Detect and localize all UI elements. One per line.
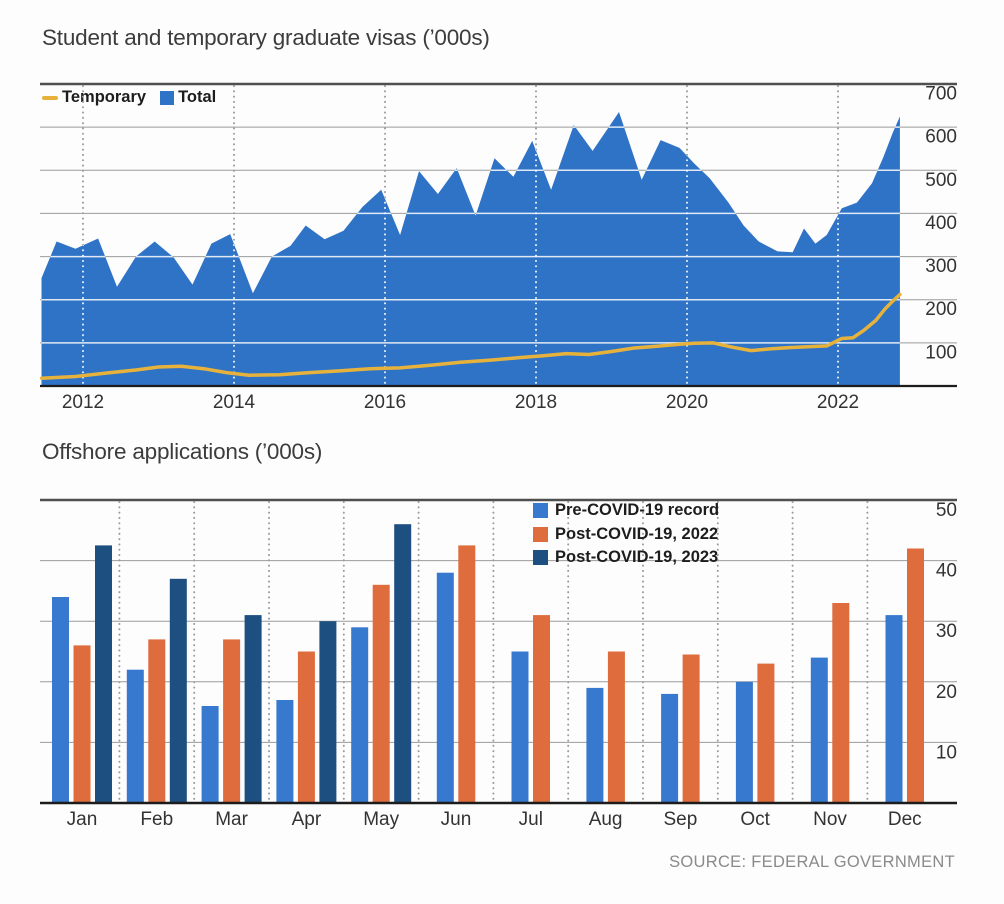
x-tick-label: 2014	[213, 392, 256, 413]
y-tick-label: 20	[936, 682, 957, 703]
visas-area-chart-canvas: 700 600 500 400 300 200 100 2012 2014 2016 2018 202…	[40, 82, 957, 413]
legend-item-precovid: Pre-COVID-19 record	[533, 501, 719, 520]
bar-dec	[885, 615, 903, 803]
bar-apr	[276, 700, 294, 803]
y-tick-label: 200	[925, 299, 957, 320]
y-tick-label: 30	[936, 621, 957, 642]
bar-jul	[533, 615, 550, 803]
temporary-line	[40, 292, 902, 380]
bar-mar	[244, 615, 262, 803]
bar-feb	[169, 578, 187, 803]
bottom-legend-swatch-1	[533, 526, 548, 542]
x-tick-label: 2016	[364, 392, 406, 413]
x-tick-label: 2022	[817, 392, 859, 413]
bottom-chart-legend: Pre-COVID-19 record Post-COVID-19, 2022 …	[533, 501, 719, 567]
x-tick-label: Jan	[67, 809, 98, 830]
x-tick-label: Aug	[589, 809, 623, 830]
x-tick-label: Jun	[441, 809, 472, 830]
bar-feb	[148, 639, 166, 803]
bar-may	[394, 524, 412, 803]
y-tick-label: 500	[925, 170, 957, 191]
bar-may	[372, 584, 390, 803]
x-tick-label: Sep	[663, 809, 697, 830]
bar-feb	[126, 669, 144, 803]
bar-jan	[95, 545, 112, 803]
bar-oct	[735, 681, 753, 803]
bar-apr	[297, 651, 315, 803]
legend-item-postcovid-2023: Post-COVID-19, 2023	[533, 548, 719, 567]
y-tick-label: 300	[925, 256, 957, 277]
y-tick-label: 100	[925, 342, 957, 363]
bar-jun	[458, 545, 476, 803]
y-tick-label: 10	[936, 742, 957, 763]
top-chart-legend: Temporary Total	[42, 88, 216, 107]
bar-dec	[907, 548, 924, 803]
legend-label-total: Total	[178, 88, 217, 106]
bar-jul	[511, 651, 529, 803]
bottom-legend-swatch-0	[533, 503, 548, 518]
x-tick-label: 2018	[515, 392, 557, 413]
total-swatch	[160, 90, 175, 105]
y-tick-label: 40	[936, 561, 957, 582]
bar-sep	[682, 654, 700, 803]
x-tick-label: Oct	[740, 809, 770, 830]
bar-jan	[73, 645, 91, 803]
legend-label-postcovid-2023: Post-COVID-19, 2023	[555, 548, 719, 566]
bar-apr	[319, 621, 337, 803]
bar-jun	[436, 572, 454, 803]
legend-label-postcovid-2022: Post-COVID-19, 2022	[555, 524, 719, 543]
legend-label-precovid: Pre-COVID-19 record	[555, 501, 720, 519]
bar-aug	[607, 651, 625, 803]
bar-mar	[223, 639, 241, 803]
bar-aug	[586, 687, 604, 803]
x-tick-label: Mar	[215, 809, 248, 830]
x-tick-label: Feb	[140, 809, 173, 830]
x-tick-label: 2012	[62, 392, 104, 413]
bar-jan	[52, 597, 69, 803]
bottom-legend-swatch-2	[533, 550, 548, 565]
top-chart-title: Student and temporary graduate visas (’0…	[42, 25, 490, 50]
source-caption: SOURCE: FEDERAL GOVERNMENT	[669, 853, 955, 871]
x-tick-label: Dec	[888, 809, 922, 830]
bar-nov	[832, 603, 850, 803]
bottom-chart-title: Offshore applications (’000s)	[42, 439, 323, 464]
y-tick-label: 400	[925, 213, 957, 234]
y-tick-label: 50	[936, 500, 957, 521]
bar-may	[351, 627, 369, 803]
bar-oct	[757, 663, 775, 803]
x-tick-label: Apr	[292, 809, 322, 830]
x-tick-label: Jul	[519, 809, 543, 830]
bar-nov	[810, 657, 828, 803]
x-tick-label: 2020	[666, 392, 708, 413]
temporary-swatch	[42, 95, 58, 100]
y-tick-label: 700	[925, 84, 957, 105]
x-tick-label: May	[363, 809, 399, 830]
legend-item-postcovid-2022: Post-COVID-19, 2022	[533, 525, 719, 544]
offshore-bar-chart-canvas: 50 40 30 20 10 Jan Feb Mar Apr May Jun Jul Aug Sep Oct…	[40, 498, 957, 830]
y-tick-label: 600	[925, 127, 957, 148]
x-tick-label: Nov	[813, 809, 847, 830]
legend-item-total: Total	[160, 88, 216, 107]
total-area	[41, 112, 900, 386]
bar-mar	[201, 706, 219, 803]
bar-sep	[661, 693, 679, 803]
